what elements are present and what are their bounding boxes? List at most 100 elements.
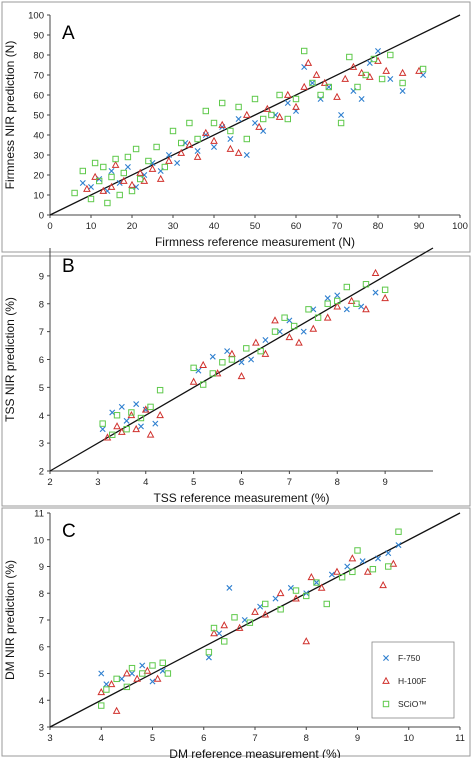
data-point — [88, 184, 94, 190]
data-point — [201, 128, 210, 136]
y-tick-label: 10 — [33, 191, 44, 202]
data-point — [226, 584, 233, 591]
x-tick-label: 5 — [150, 733, 155, 744]
y-tick-label: 60 — [33, 91, 44, 102]
data-point — [301, 47, 308, 55]
data-point — [398, 68, 407, 76]
data-point — [276, 91, 283, 99]
data-point — [234, 148, 243, 156]
data-point — [346, 53, 353, 61]
data-point — [255, 122, 263, 130]
data-point — [123, 425, 130, 433]
data-point — [108, 168, 115, 174]
data-point — [305, 306, 312, 313]
data-point — [295, 338, 303, 346]
data-point — [210, 136, 218, 144]
data-point — [338, 112, 345, 118]
panel-letter: A — [62, 23, 75, 44]
data-point — [243, 152, 250, 158]
data-point — [375, 555, 381, 562]
x-tick-label: 3 — [95, 477, 100, 488]
data-point — [292, 594, 300, 602]
data-point — [152, 420, 159, 427]
data-point — [99, 186, 108, 194]
x-tick-label: 70 — [332, 221, 343, 232]
data-point — [317, 583, 326, 591]
data-point — [237, 371, 246, 380]
legend-box — [371, 641, 455, 719]
data-point — [210, 629, 218, 637]
data-point — [100, 163, 107, 171]
data-point — [153, 674, 162, 682]
data-point — [292, 587, 300, 594]
data-point — [147, 403, 154, 411]
data-point — [369, 565, 377, 573]
data-point — [303, 592, 310, 600]
data-point — [108, 173, 115, 181]
data-point — [248, 356, 255, 363]
data-point — [129, 670, 135, 677]
y-tick-label: 6 — [39, 355, 44, 366]
data-point — [359, 558, 366, 565]
x-tick-label: 60 — [291, 221, 302, 232]
data-point — [257, 347, 264, 355]
data-point — [292, 95, 300, 103]
panel-frame — [1, 507, 471, 757]
y-tick-label: 20 — [33, 171, 44, 182]
data-point — [379, 580, 387, 589]
data-point — [113, 412, 121, 419]
legend-label: F-750 — [398, 653, 420, 663]
data-point — [211, 144, 217, 150]
data-point — [313, 579, 320, 586]
data-point — [333, 567, 341, 575]
y-tick-label: 8 — [39, 299, 44, 310]
data-point — [226, 144, 235, 152]
data-point — [116, 191, 123, 199]
data-point — [189, 377, 198, 385]
y-tick-label: 0 — [39, 211, 44, 222]
data-point — [169, 127, 177, 135]
data-point — [98, 670, 105, 677]
data-point — [260, 115, 267, 123]
data-point — [262, 336, 269, 343]
data-point — [123, 669, 131, 677]
data-point — [193, 152, 202, 160]
data-point — [243, 135, 251, 143]
x-axis-label: DM reference measurement (%) — [169, 747, 340, 758]
data-point — [117, 427, 126, 435]
data-point — [241, 617, 248, 623]
data-point — [268, 111, 275, 119]
data-point — [284, 115, 292, 123]
data-point — [200, 381, 207, 388]
data-point — [261, 610, 270, 618]
data-point — [300, 82, 309, 90]
y-tick-label: 3 — [39, 439, 44, 450]
panel-frame — [1, 1, 471, 253]
data-point — [304, 58, 313, 66]
data-point — [300, 328, 307, 335]
data-point — [133, 401, 140, 408]
legend-marker — [382, 676, 390, 684]
data-point — [202, 107, 210, 115]
x-tick-label: 4 — [99, 733, 104, 744]
data-point — [109, 431, 116, 438]
data-point — [334, 297, 341, 305]
data-point — [246, 619, 254, 626]
data-point — [227, 136, 234, 142]
y-tick-label: 6 — [39, 642, 44, 653]
data-point — [307, 572, 316, 581]
data-point — [387, 51, 394, 59]
data-point — [285, 332, 294, 341]
data-point — [79, 180, 86, 186]
data-point — [221, 638, 228, 645]
data-point — [309, 80, 316, 86]
data-point — [385, 563, 392, 570]
data-point — [325, 83, 333, 91]
x-axis-label: TSS reference measurement (%) — [153, 491, 329, 505]
x-tick-label: 5 — [191, 477, 196, 488]
data-point — [235, 116, 242, 122]
y-tick-label: 7 — [39, 327, 44, 338]
data-point — [159, 667, 166, 674]
y-axis-label: TSS NIR prediction (%) — [3, 297, 17, 422]
data-point — [272, 595, 279, 602]
